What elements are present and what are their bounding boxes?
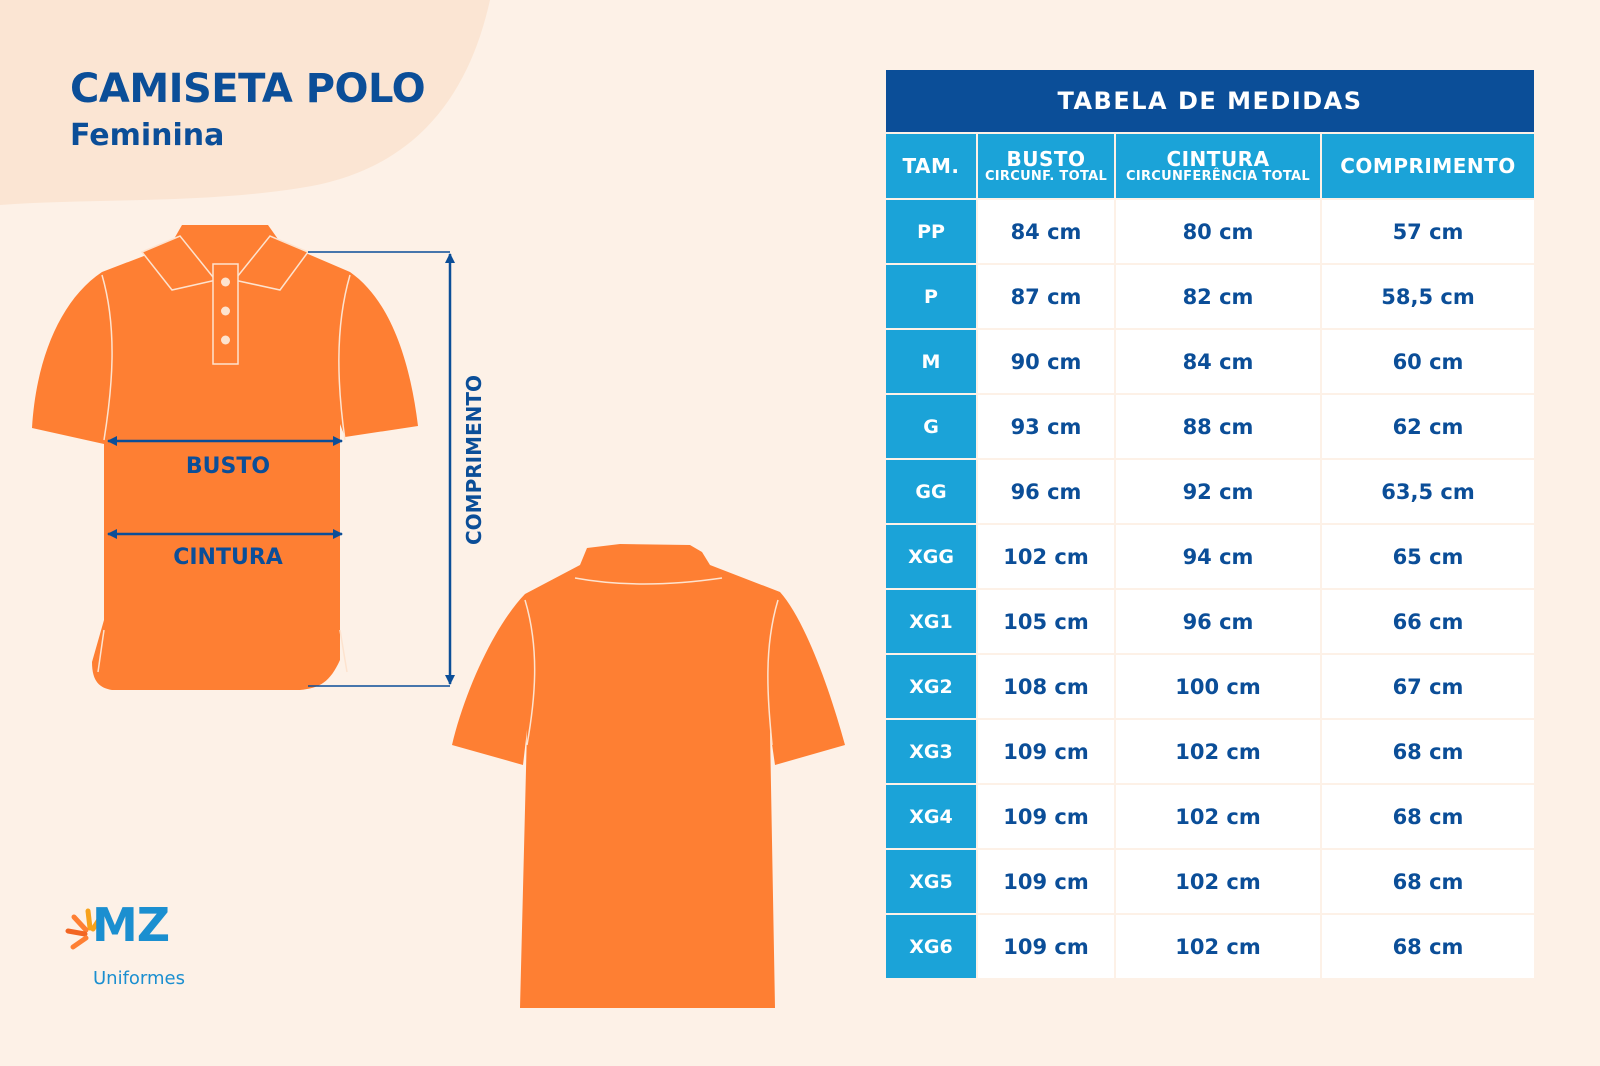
background-blob bbox=[0, 0, 490, 205]
header-cintura: CINTURA CIRCUNFERÊNCIA TOTAL bbox=[1116, 134, 1320, 198]
size-cell: XG5 bbox=[886, 850, 976, 913]
header-tam-label: TAM. bbox=[902, 154, 960, 178]
size-cell: M bbox=[886, 330, 976, 393]
busto-cell: 109 cm bbox=[978, 785, 1114, 848]
busto-label: BUSTO bbox=[186, 454, 270, 479]
comprimento-cell: 58,5 cm bbox=[1322, 265, 1534, 328]
page-title: CAMISETA POLO bbox=[70, 66, 426, 112]
comprimento-cell: 66 cm bbox=[1322, 590, 1534, 653]
table-row: XG3 109 cm 102 cm 68 cm bbox=[886, 720, 1534, 783]
shirt-illustration: BUSTO CINTURA COMPRIMENTO bbox=[32, 225, 845, 1008]
cintura-cell: 102 cm bbox=[1116, 850, 1320, 913]
size-cell: GG bbox=[886, 460, 976, 523]
table-row: P 87 cm 82 cm 58,5 cm bbox=[886, 265, 1534, 328]
logo-subtext: Uniformes bbox=[93, 968, 186, 989]
cintura-label: CINTURA bbox=[173, 545, 283, 570]
cintura-cell: 84 cm bbox=[1116, 330, 1320, 393]
header-cintura-label: CINTURA bbox=[1166, 146, 1270, 171]
comprimento-cell: 67 cm bbox=[1322, 655, 1534, 718]
header-comprimento: COMPRIMENTO bbox=[1322, 134, 1534, 198]
size-cell: XG6 bbox=[886, 915, 976, 978]
table-row: XG4 109 cm 102 cm 68 cm bbox=[886, 785, 1534, 848]
comprimento-cell: 68 cm bbox=[1322, 785, 1534, 848]
table-row: XG2 108 cm 100 cm 67 cm bbox=[886, 655, 1534, 718]
header-tam: TAM. bbox=[886, 134, 976, 198]
size-cell: XG4 bbox=[886, 785, 976, 848]
size-cell: G bbox=[886, 395, 976, 458]
comprimento-cell: 68 cm bbox=[1322, 850, 1534, 913]
cintura-cell: 102 cm bbox=[1116, 720, 1320, 783]
cintura-cell: 82 cm bbox=[1116, 265, 1320, 328]
comprimento-cell: 60 cm bbox=[1322, 330, 1534, 393]
busto-cell: 87 cm bbox=[978, 265, 1114, 328]
table-row: XG5 109 cm 102 cm 68 cm bbox=[886, 850, 1534, 913]
table-row: PP 84 cm 80 cm 57 cm bbox=[886, 200, 1534, 263]
cintura-cell: 92 cm bbox=[1116, 460, 1320, 523]
cintura-cell: 102 cm bbox=[1116, 785, 1320, 848]
front-shirt bbox=[32, 225, 418, 690]
table-row: G 93 cm 88 cm 62 cm bbox=[886, 395, 1534, 458]
page-subtitle: Feminina bbox=[70, 118, 225, 153]
size-cell: XG1 bbox=[886, 590, 976, 653]
header-comprimento-label: COMPRIMENTO bbox=[1340, 154, 1516, 178]
busto-cell: 109 cm bbox=[978, 850, 1114, 913]
busto-cell: 93 cm bbox=[978, 395, 1114, 458]
table-row: M 90 cm 84 cm 60 cm bbox=[886, 330, 1534, 393]
size-cell: P bbox=[886, 265, 976, 328]
header-cintura-sub: CIRCUNFERÊNCIA TOTAL bbox=[1126, 168, 1310, 184]
cintura-cell: 96 cm bbox=[1116, 590, 1320, 653]
cintura-cell: 94 cm bbox=[1116, 525, 1320, 588]
busto-cell: 84 cm bbox=[978, 200, 1114, 263]
header-busto-sub: CIRCUNF. TOTAL bbox=[984, 168, 1108, 184]
size-cell: XG3 bbox=[886, 720, 976, 783]
size-cell: XGG bbox=[886, 525, 976, 588]
busto-cell: 102 cm bbox=[978, 525, 1114, 588]
size-cell: PP bbox=[886, 200, 976, 263]
busto-cell: 105 cm bbox=[978, 590, 1114, 653]
size-table: TABELA DE MEDIDAS TAM. BUSTO CIRCUNF. TOT… bbox=[884, 68, 1536, 980]
cintura-cell: 100 cm bbox=[1116, 655, 1320, 718]
comprimento-cell: 62 cm bbox=[1322, 395, 1534, 458]
table-row: XGG 102 cm 94 cm 65 cm bbox=[886, 525, 1534, 588]
table-row: GG 96 cm 92 cm 63,5 cm bbox=[886, 460, 1534, 523]
cintura-cell: 80 cm bbox=[1116, 200, 1320, 263]
busto-cell: 108 cm bbox=[978, 655, 1114, 718]
table-row: XG1 105 cm 96 cm 66 cm bbox=[886, 590, 1534, 653]
back-shirt bbox=[452, 544, 845, 1008]
size-cell: XG2 bbox=[886, 655, 976, 718]
comprimento-cell: 63,5 cm bbox=[1322, 460, 1534, 523]
comprimento-cell: 68 cm bbox=[1322, 720, 1534, 783]
busto-cell: 109 cm bbox=[978, 720, 1114, 783]
table-row: XG6 109 cm 102 cm 68 cm bbox=[886, 915, 1534, 978]
comprimento-cell: 57 cm bbox=[1322, 200, 1534, 263]
table-header-row: TAM. BUSTO CIRCUNF. TOTAL CINTURA CIRCUNFE… bbox=[886, 134, 1534, 198]
table-title: TABELA DE MEDIDAS bbox=[886, 70, 1534, 132]
busto-cell: 109 cm bbox=[978, 915, 1114, 978]
comprimento-label: COMPRIMENTO bbox=[462, 375, 486, 545]
logo-sunburst-icon bbox=[65, 908, 105, 950]
cintura-cell: 88 cm bbox=[1116, 395, 1320, 458]
comprimento-cell: 68 cm bbox=[1322, 915, 1534, 978]
comprimento-cell: 65 cm bbox=[1322, 525, 1534, 588]
logo-text: MZ bbox=[92, 898, 170, 952]
busto-cell: 90 cm bbox=[978, 330, 1114, 393]
header-busto-label: BUSTO bbox=[1006, 146, 1086, 171]
header-busto: BUSTO CIRCUNF. TOTAL bbox=[978, 134, 1114, 198]
cintura-cell: 102 cm bbox=[1116, 915, 1320, 978]
busto-cell: 96 cm bbox=[978, 460, 1114, 523]
